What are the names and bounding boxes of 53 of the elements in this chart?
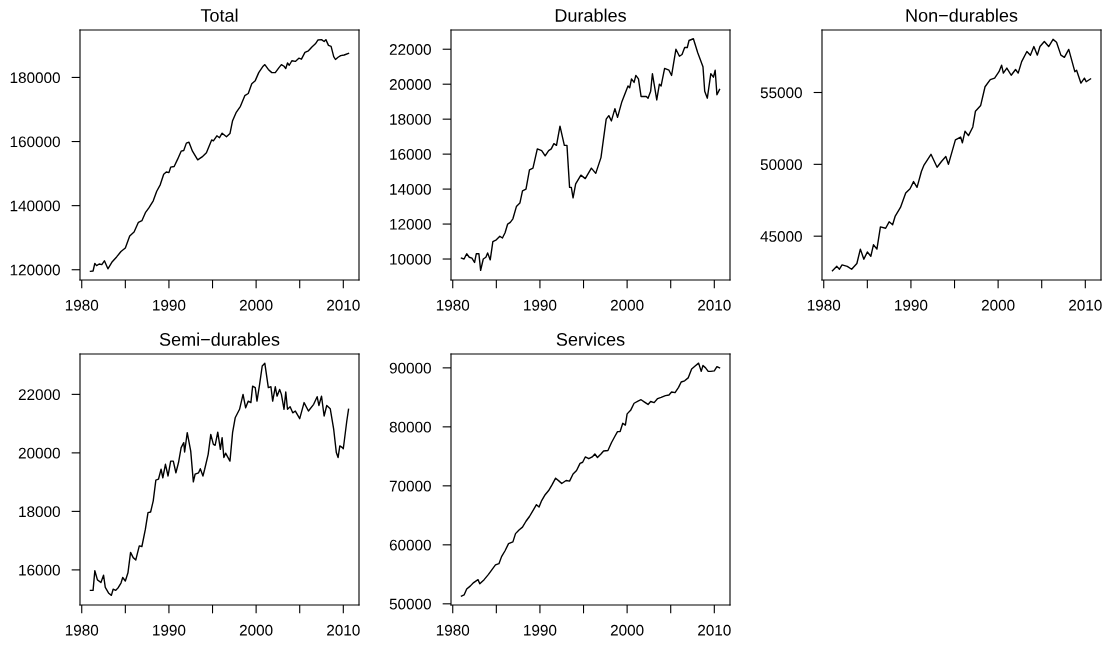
y-tick-label: 22000	[389, 44, 431, 55]
y-tick-label: 14000	[390, 183, 431, 195]
x-tick-label: 1980	[436, 299, 470, 311]
x-tick-label: 1980	[65, 299, 99, 311]
x-tick-label: 2010	[698, 299, 731, 311]
x-tick-label: 1990	[153, 624, 186, 636]
x-tick-label: 1990	[153, 299, 186, 311]
x-tick-label: 1990	[524, 299, 557, 311]
y-tick-label: 20000	[389, 79, 431, 90]
y-tick-label: 18000	[390, 114, 431, 125]
chart-title: Semi−durables	[159, 332, 280, 346]
line-series	[460, 362, 721, 597]
y-tick-label: 180000	[10, 72, 60, 84]
y-tick-label: 18000	[19, 506, 60, 518]
x-tick-label: 2000	[981, 299, 1015, 311]
y-tick-label: 60000	[389, 539, 431, 551]
y-tick-label: 16000	[390, 148, 431, 160]
x-tick-label: 2000	[610, 299, 644, 311]
x-tick-label: 1990	[524, 624, 557, 636]
x-tick-label: 2010	[698, 624, 731, 636]
chart-title: Durables	[555, 8, 626, 22]
y-tick-label: 160000	[10, 136, 60, 148]
x-tick-label: 1980	[436, 624, 470, 636]
x-tick-label: 2000	[610, 624, 644, 636]
y-tick-label: 12000	[390, 218, 431, 230]
y-tick-label: 50000	[760, 159, 802, 171]
y-tick-label: 22000	[18, 389, 60, 401]
chart-title: Services	[556, 332, 625, 346]
line-series	[89, 38, 350, 273]
y-tick-label: 140000	[10, 200, 60, 212]
x-tick-label: 2010	[1069, 299, 1102, 311]
x-tick-label: 2010	[327, 299, 360, 311]
y-tick-label: 16000	[19, 564, 60, 576]
y-tick-label: 50000	[389, 598, 431, 610]
y-tick-label: 55000	[760, 87, 802, 99]
x-tick-label: 1980	[65, 624, 99, 636]
y-tick-label: 90000	[389, 362, 431, 374]
chart-title: Total	[200, 8, 238, 22]
x-tick-label: 2000	[239, 299, 273, 311]
chart-title: Non−durables	[906, 8, 1018, 22]
line-series	[460, 38, 721, 272]
x-tick-label: 1980	[807, 299, 841, 311]
y-tick-label: 45000	[760, 231, 802, 242]
y-tick-label: 120000	[10, 264, 60, 276]
line-series	[89, 362, 350, 597]
y-tick-label: 70000	[389, 480, 431, 492]
y-tick-label: 80000	[389, 421, 431, 433]
x-tick-label: 2000	[239, 624, 273, 636]
y-tick-label: 20000	[18, 447, 60, 459]
x-tick-label: 1990	[895, 299, 928, 311]
y-tick-label: 10000	[390, 253, 431, 265]
line-series	[831, 38, 1092, 272]
x-tick-label: 2010	[327, 624, 360, 636]
